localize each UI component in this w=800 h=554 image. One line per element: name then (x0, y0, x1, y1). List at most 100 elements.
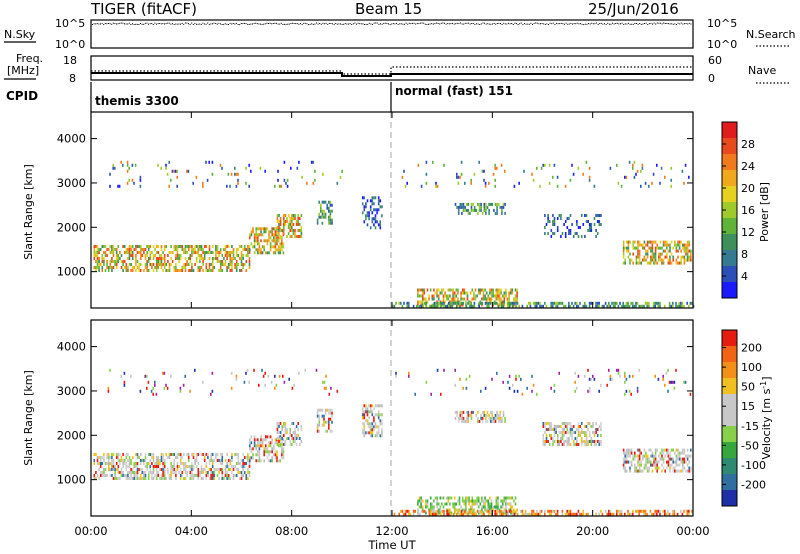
echo-cell (585, 512, 588, 516)
echo-cell (117, 245, 120, 248)
echo-cell (286, 184, 289, 188)
echo-cell (248, 474, 251, 477)
echo-cell (173, 266, 176, 269)
echo-cell (644, 509, 647, 513)
echo-cell (289, 443, 291, 446)
echo-cell (648, 184, 650, 188)
echo-cell (392, 304, 394, 308)
echo-cell (195, 459, 198, 462)
noise-sample (255, 22, 257, 24)
noise-sample (498, 22, 500, 24)
echo-cell (505, 288, 507, 292)
echo-cell (470, 410, 473, 414)
echo-cell (381, 419, 383, 423)
echo-cell (664, 249, 666, 253)
echo-cell (253, 245, 256, 249)
echo-cell (157, 471, 160, 474)
echo-cell (653, 457, 655, 461)
echo-cell (683, 380, 685, 384)
noise-sample (528, 23, 530, 25)
noise-sample (159, 23, 161, 24)
noise-sample (180, 23, 181, 25)
echo-cell (629, 240, 631, 244)
echo-cell (629, 454, 631, 458)
echo-cell (284, 214, 287, 217)
echo-cell (167, 269, 169, 272)
noise-sample (474, 23, 476, 25)
echo-cell (187, 169, 190, 173)
echo-cell (448, 512, 450, 516)
cpid-label: CPID (6, 89, 38, 103)
echo-cell (653, 463, 655, 467)
echo-cell (629, 451, 631, 455)
echo-cell (584, 235, 586, 238)
echo-cell (444, 502, 446, 506)
echo-cell (622, 304, 624, 308)
echo-cell (186, 260, 188, 263)
echo-cell (534, 512, 536, 516)
echo-cell (463, 511, 466, 515)
echo-cell (436, 512, 439, 516)
echo-cell (598, 214, 601, 217)
echo-cell (203, 251, 206, 254)
echo-cell (368, 422, 370, 426)
echo-cell (176, 248, 179, 251)
colorbar-tick-label: -100 (741, 459, 766, 472)
echo-cell (677, 249, 679, 253)
echo-cell (600, 443, 602, 446)
echo-cell (669, 249, 671, 253)
echo-cell (556, 175, 559, 179)
echo-cell (157, 465, 160, 468)
echo-cell (670, 166, 672, 170)
echo-cell (99, 474, 102, 477)
echo-cell (455, 294, 458, 298)
echo-cell (365, 404, 367, 408)
echo-cell (556, 437, 559, 440)
echo-cell (135, 465, 137, 468)
echo-cell (123, 260, 126, 263)
echo-cell (445, 502, 448, 506)
velocity-colorbar-label: Velocity [m s-1] (759, 376, 773, 459)
echo-cell (276, 431, 279, 434)
echo-cell (632, 261, 634, 265)
echo-cell (654, 457, 657, 461)
noise-sample (517, 24, 519, 25)
echo-cell (488, 181, 490, 185)
echo-cell (250, 447, 253, 451)
echo-cell (184, 462, 187, 465)
noise-sample (199, 23, 201, 25)
echo-cell (247, 251, 249, 254)
noise-sample (637, 23, 639, 25)
echo-cell (249, 441, 251, 445)
echo-cell (507, 301, 509, 305)
echo-cell (248, 471, 251, 474)
echo-cell (165, 263, 168, 266)
noise-sample (400, 23, 402, 25)
echo-cell (459, 175, 461, 179)
noise-sample (290, 23, 292, 24)
echo-cell (537, 301, 540, 305)
echo-cell (260, 239, 262, 243)
noise-sample (352, 23, 354, 25)
echo-cell (371, 434, 374, 438)
echo-cell (184, 269, 187, 272)
echo-cell (211, 269, 214, 272)
echo-cell (176, 254, 179, 257)
echo-cell (284, 220, 287, 223)
echo-cell (580, 235, 583, 238)
echo-cell (288, 377, 290, 381)
echo-cell (149, 254, 152, 257)
echo-cell (398, 512, 400, 516)
echo-cell (215, 456, 217, 459)
echo-cell (376, 431, 378, 435)
echo-cell (474, 499, 477, 503)
echo-cell (157, 260, 160, 263)
noise-sample (586, 23, 588, 25)
noise-sample (202, 22, 204, 24)
echo-cell (287, 223, 290, 226)
echo-cell (488, 416, 490, 420)
echo-cell (512, 304, 514, 308)
noise-sample (226, 23, 228, 25)
echo-cell (168, 456, 171, 459)
echo-cell (654, 460, 657, 464)
